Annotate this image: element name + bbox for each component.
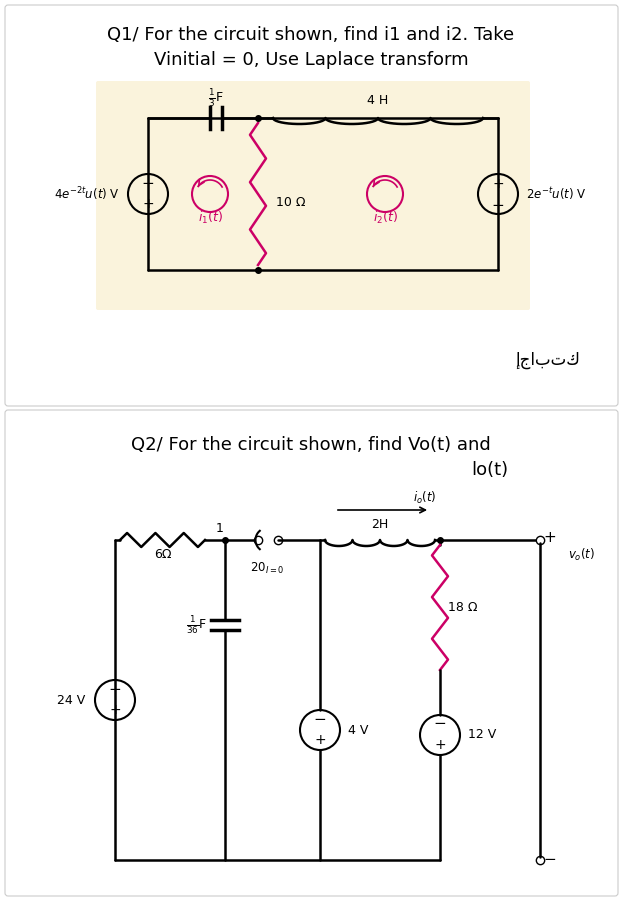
Text: $2e^{-t}u(t)$ V: $2e^{-t}u(t)$ V: [526, 186, 587, 202]
Text: $\frac{1}{3}$F: $\frac{1}{3}$F: [208, 87, 224, 109]
Text: 4 V: 4 V: [348, 724, 368, 736]
Text: +: +: [492, 177, 504, 191]
Text: lo(t): lo(t): [472, 461, 508, 479]
Text: 4 H: 4 H: [368, 93, 389, 106]
Text: $i_1(t)$: $i_1(t)$: [197, 210, 222, 226]
FancyBboxPatch shape: [5, 410, 618, 896]
Text: Q1/ For the circuit shown, find i1 and i2. Take: Q1/ For the circuit shown, find i1 and i…: [107, 26, 515, 44]
Text: $v_o(t)$: $v_o(t)$: [568, 547, 595, 563]
Text: +: +: [314, 733, 326, 747]
Text: 6Ω: 6Ω: [154, 548, 171, 562]
Text: 2H: 2H: [371, 518, 389, 530]
Text: −: −: [544, 852, 556, 868]
Text: +: +: [109, 703, 121, 717]
Text: إجابتك: إجابتك: [515, 351, 580, 369]
Text: +: +: [434, 738, 446, 752]
Text: +: +: [142, 197, 154, 211]
Text: 1: 1: [216, 521, 224, 535]
Text: 24 V: 24 V: [57, 693, 85, 707]
Text: 12 V: 12 V: [468, 728, 497, 742]
Text: −: −: [434, 717, 446, 732]
Text: 18 Ω: 18 Ω: [448, 601, 477, 614]
Text: Vinitial = 0, Use Laplace transform: Vinitial = 0, Use Laplace transform: [154, 51, 468, 69]
FancyBboxPatch shape: [96, 81, 530, 310]
Text: $4e^{-2t}u(t)$ V: $4e^{-2t}u(t)$ V: [54, 185, 120, 203]
FancyBboxPatch shape: [5, 5, 618, 406]
Text: 10 Ω: 10 Ω: [276, 195, 305, 209]
Text: +: +: [544, 530, 556, 546]
Text: $20_{I=0}$: $20_{I=0}$: [250, 560, 285, 575]
Text: −: −: [108, 681, 121, 697]
Text: −: −: [313, 711, 326, 726]
Text: $i_o(t)$: $i_o(t)$: [413, 490, 437, 506]
Text: −: −: [141, 175, 155, 191]
Text: $\frac{1}{36}$F: $\frac{1}{36}$F: [186, 614, 207, 636]
Text: $i_2(t)$: $i_2(t)$: [373, 210, 397, 226]
Text: −: −: [492, 198, 505, 212]
Text: Q2/ For the circuit shown, find Vo(t) and: Q2/ For the circuit shown, find Vo(t) an…: [131, 436, 491, 454]
